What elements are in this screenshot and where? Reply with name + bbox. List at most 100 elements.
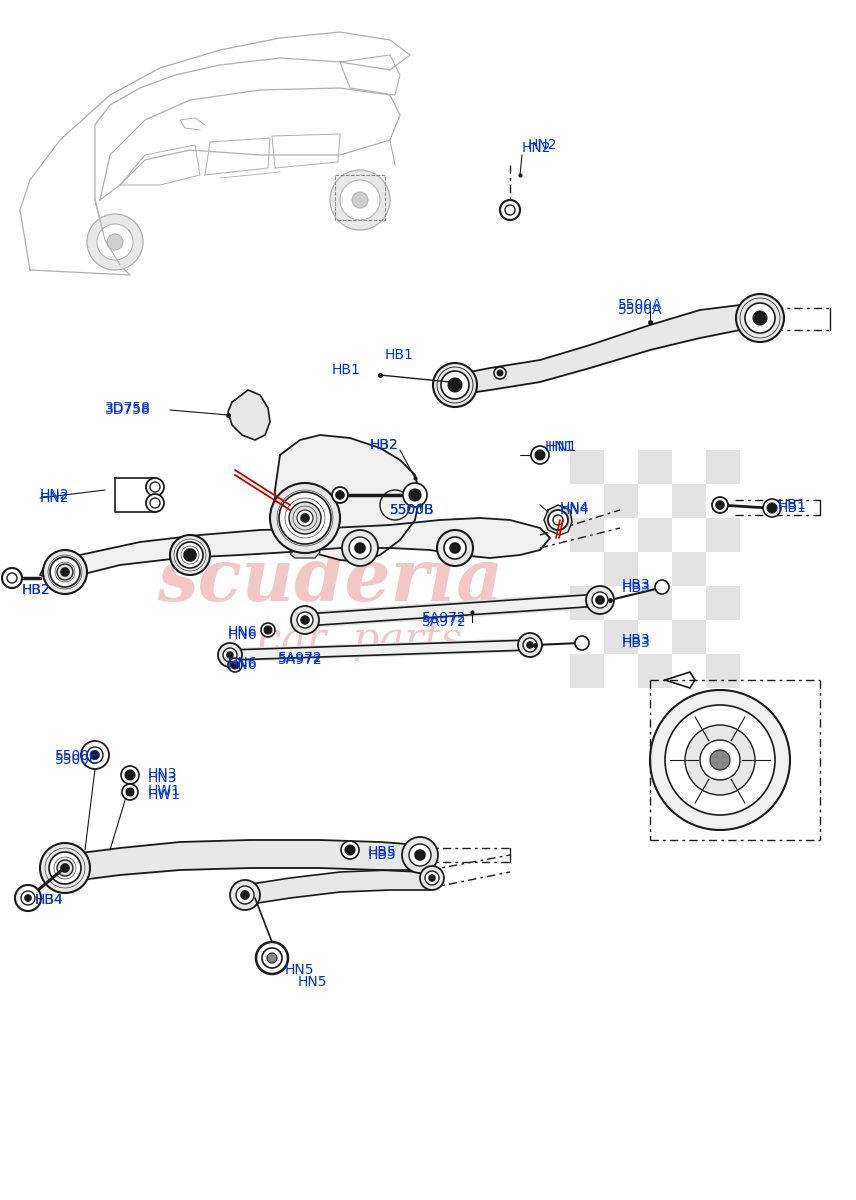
Text: 5A972: 5A972 bbox=[278, 653, 323, 667]
Circle shape bbox=[264, 626, 272, 634]
Text: HB1: HB1 bbox=[385, 348, 413, 362]
Text: 5A972: 5A972 bbox=[422, 614, 467, 629]
Circle shape bbox=[289, 502, 321, 534]
Polygon shape bbox=[228, 390, 270, 440]
Circle shape bbox=[87, 214, 143, 270]
Circle shape bbox=[87, 746, 103, 763]
Circle shape bbox=[2, 568, 22, 588]
Circle shape bbox=[444, 538, 466, 559]
Circle shape bbox=[7, 572, 17, 583]
Circle shape bbox=[655, 580, 669, 594]
Circle shape bbox=[227, 652, 233, 658]
Circle shape bbox=[61, 864, 69, 872]
Bar bbox=[672, 620, 706, 654]
Bar bbox=[706, 654, 740, 688]
Circle shape bbox=[91, 751, 99, 758]
Text: HN1: HN1 bbox=[545, 440, 574, 454]
Circle shape bbox=[592, 592, 608, 608]
Circle shape bbox=[107, 234, 123, 250]
Circle shape bbox=[262, 948, 282, 968]
Circle shape bbox=[342, 530, 378, 566]
Bar bbox=[604, 484, 638, 518]
Text: HB1: HB1 bbox=[778, 498, 807, 512]
Circle shape bbox=[497, 370, 503, 376]
Text: HB2: HB2 bbox=[22, 583, 51, 596]
Circle shape bbox=[184, 550, 196, 560]
Text: HN5: HN5 bbox=[285, 962, 314, 977]
Polygon shape bbox=[275, 434, 420, 562]
Circle shape bbox=[15, 886, 41, 911]
Circle shape bbox=[301, 514, 309, 522]
Text: HN1: HN1 bbox=[548, 440, 578, 454]
Circle shape bbox=[415, 850, 425, 860]
Text: HN2: HN2 bbox=[40, 488, 69, 502]
Text: HN3: HN3 bbox=[148, 770, 177, 785]
Circle shape bbox=[21, 890, 35, 905]
Text: HN2: HN2 bbox=[522, 140, 551, 155]
Bar bbox=[706, 450, 740, 484]
Bar bbox=[672, 484, 706, 518]
Circle shape bbox=[57, 564, 73, 580]
Circle shape bbox=[25, 895, 31, 901]
Text: HN2: HN2 bbox=[40, 491, 69, 505]
Bar bbox=[638, 586, 672, 620]
Bar bbox=[570, 450, 604, 484]
Text: HB5: HB5 bbox=[368, 845, 396, 859]
Text: 3D758: 3D758 bbox=[105, 403, 151, 416]
Circle shape bbox=[586, 586, 614, 614]
Text: HN6: HN6 bbox=[228, 628, 258, 642]
Circle shape bbox=[279, 492, 331, 544]
Circle shape bbox=[441, 371, 469, 398]
Circle shape bbox=[425, 871, 439, 886]
Circle shape bbox=[170, 535, 210, 575]
Circle shape bbox=[231, 661, 239, 670]
Circle shape bbox=[150, 482, 160, 492]
Circle shape bbox=[352, 192, 368, 208]
Circle shape bbox=[527, 642, 533, 648]
Circle shape bbox=[712, 497, 728, 514]
Bar bbox=[638, 450, 672, 484]
Circle shape bbox=[267, 953, 277, 962]
Text: 5500B: 5500B bbox=[390, 503, 435, 517]
Text: HB3: HB3 bbox=[622, 578, 651, 592]
Circle shape bbox=[716, 502, 724, 509]
Text: HB3: HB3 bbox=[622, 634, 651, 647]
Text: 5500A: 5500A bbox=[618, 302, 663, 317]
Bar bbox=[672, 552, 706, 586]
Text: 5A972: 5A972 bbox=[422, 611, 467, 625]
Text: HW1: HW1 bbox=[148, 788, 181, 802]
Circle shape bbox=[270, 482, 340, 553]
Text: 5500C: 5500C bbox=[55, 749, 100, 763]
Circle shape bbox=[450, 542, 460, 553]
Text: HN6: HN6 bbox=[228, 658, 258, 672]
Circle shape bbox=[97, 224, 133, 260]
Circle shape bbox=[81, 740, 109, 769]
Text: 5500C: 5500C bbox=[55, 754, 100, 767]
Text: HB3: HB3 bbox=[622, 636, 651, 650]
Bar bbox=[638, 654, 672, 688]
Circle shape bbox=[403, 482, 427, 506]
Text: 5500B: 5500B bbox=[390, 503, 435, 517]
Circle shape bbox=[767, 503, 777, 514]
Text: HN4: HN4 bbox=[560, 503, 590, 517]
Text: HB4: HB4 bbox=[35, 893, 63, 907]
Text: HN6: HN6 bbox=[228, 625, 258, 638]
Text: scuderia: scuderia bbox=[157, 545, 503, 616]
Circle shape bbox=[223, 648, 237, 662]
Bar bbox=[604, 620, 638, 654]
Circle shape bbox=[402, 838, 438, 874]
Text: HB1: HB1 bbox=[332, 362, 361, 377]
Circle shape bbox=[345, 845, 355, 854]
Circle shape bbox=[349, 538, 371, 559]
Circle shape bbox=[448, 378, 462, 392]
Circle shape bbox=[301, 616, 309, 624]
Circle shape bbox=[150, 498, 160, 508]
Circle shape bbox=[341, 841, 359, 859]
Circle shape bbox=[596, 596, 604, 604]
Circle shape bbox=[261, 623, 275, 637]
Circle shape bbox=[126, 788, 134, 796]
Circle shape bbox=[146, 494, 164, 512]
Bar bbox=[570, 518, 604, 552]
Text: car  parts: car parts bbox=[258, 619, 462, 661]
Circle shape bbox=[553, 515, 563, 526]
